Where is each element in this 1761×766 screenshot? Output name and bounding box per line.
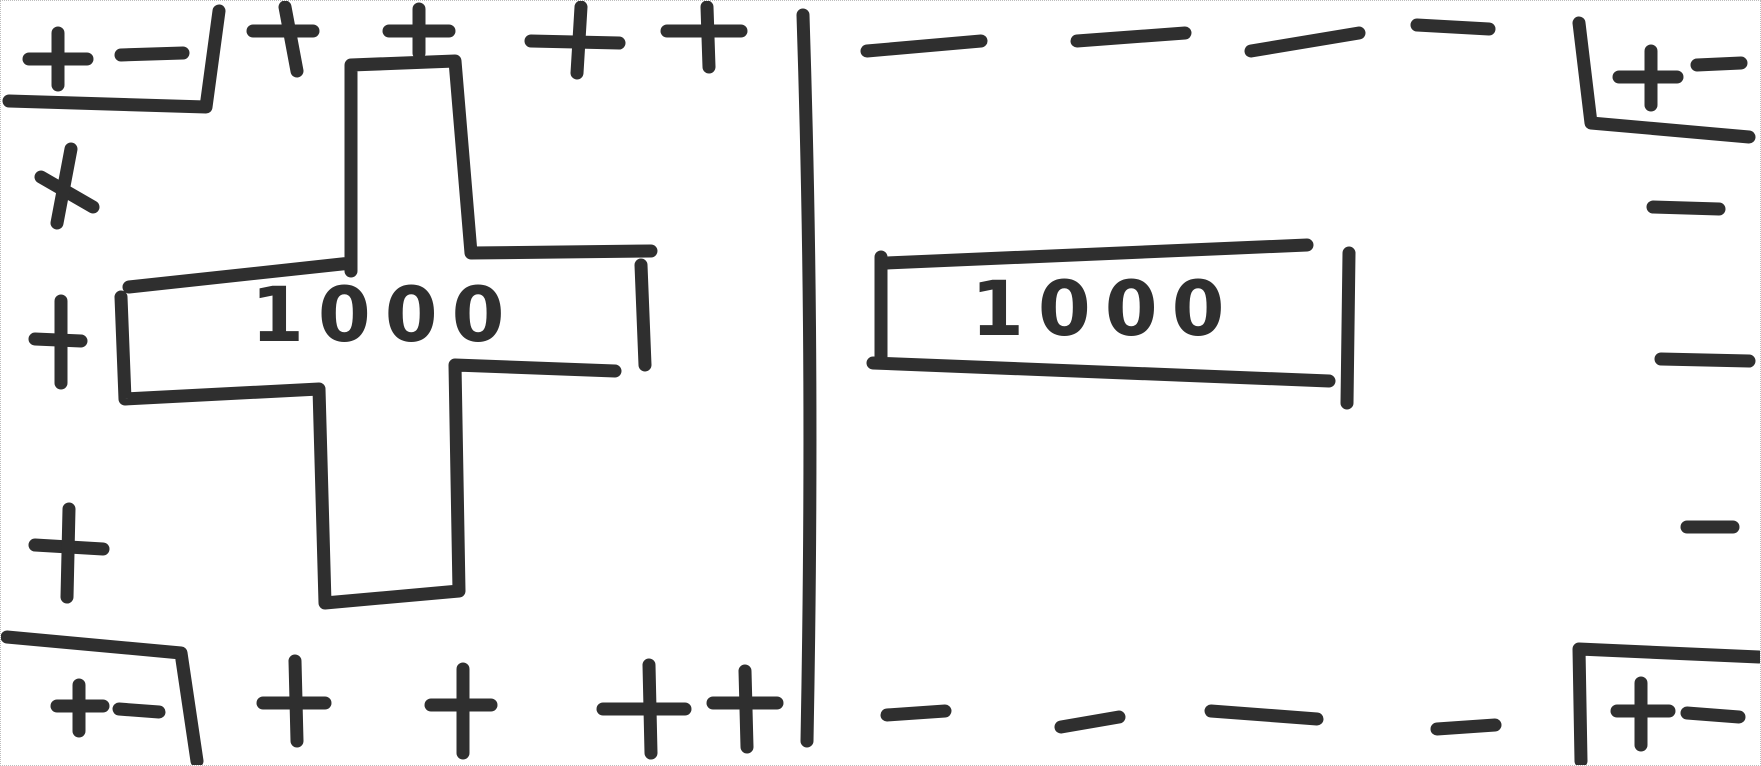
bottom-row-plus-signs <box>256 654 784 760</box>
corner-box-top-right <box>1572 16 1756 144</box>
right-panel: 1000 <box>860 16 1760 765</box>
corner-plus-minus-top-left <box>22 26 190 92</box>
corner-plus-minus-top-right <box>1612 44 1748 112</box>
left-panel: 1000 <box>1 1 784 765</box>
big-minus-shape <box>866 238 1356 410</box>
top-row-minus-signs <box>860 18 1496 58</box>
left-column-plus-signs <box>28 142 110 604</box>
corner-box-bottom-right <box>1572 642 1760 765</box>
corner-plus-minus-bottom-left <box>50 678 166 738</box>
corner-box-top-left <box>2 4 226 114</box>
right-column-minus-signs <box>1646 200 1756 534</box>
corner-box-bottom-left <box>1 630 204 765</box>
top-row-plus-signs <box>246 1 748 80</box>
center-divider-line <box>796 8 817 748</box>
minus-shape-value-label: 1000 <box>971 264 1239 353</box>
plus-shape-value-label: 1000 <box>251 270 519 359</box>
bottom-row-minus-signs <box>880 704 1502 736</box>
big-plus-shape <box>114 54 658 610</box>
corner-plus-minus-bottom-right <box>1610 676 1746 752</box>
